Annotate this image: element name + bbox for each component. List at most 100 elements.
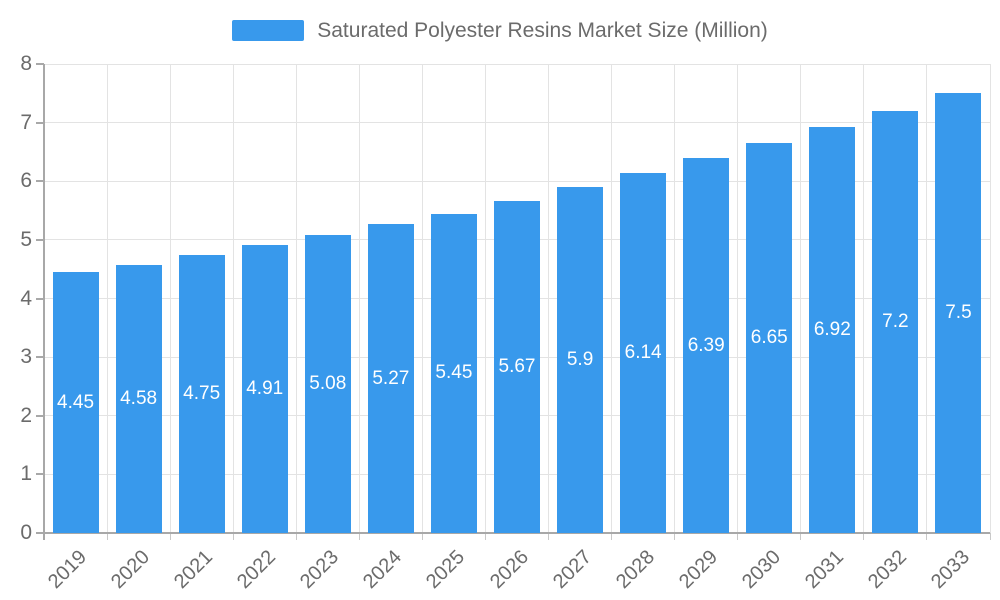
bar-value-label: 6.14	[624, 342, 662, 364]
legend-swatch-icon	[232, 20, 305, 42]
x-axis-tick	[106, 533, 108, 540]
bar-value-label: 4.75	[183, 382, 221, 404]
x-gridline	[358, 64, 360, 533]
bar-2032[interactable]	[872, 110, 919, 533]
x-axis-tick	[989, 533, 991, 540]
y-axis-label: 7	[20, 110, 32, 134]
x-gridline	[484, 64, 486, 533]
x-axis-tick	[358, 533, 360, 540]
y-gridline	[44, 63, 990, 65]
x-gridline	[232, 64, 234, 533]
x-axis-tick	[548, 533, 550, 540]
x-axis-tick	[421, 533, 423, 540]
x-axis-tick	[43, 533, 45, 540]
bar-value-label: 4.91	[246, 378, 284, 400]
x-axis-label: 2021	[170, 546, 218, 594]
x-gridline	[548, 64, 550, 533]
bar-2030[interactable]	[746, 143, 793, 533]
y-axis-tick	[36, 297, 44, 300]
x-gridline	[926, 64, 928, 533]
y-axis-label: 8	[20, 52, 32, 75]
x-axis-label: 2027	[548, 546, 596, 594]
x-axis-label: 2033	[926, 546, 975, 594]
y-axis-tick	[36, 63, 44, 65]
y-axis-tick	[36, 121, 44, 124]
x-axis-tick	[737, 533, 739, 540]
bar-value-label: 5.27	[372, 367, 410, 389]
x-axis-tick	[295, 533, 297, 540]
y-axis-label: 0	[20, 521, 32, 544]
bar-value-label: 6.39	[687, 334, 725, 356]
x-axis-label: 2031	[800, 546, 848, 594]
legend-label: Saturated Polyester Resins Market Size (…	[317, 19, 768, 42]
bar-2019[interactable]	[52, 272, 99, 533]
y-axis-line	[43, 64, 45, 540]
x-axis-label: 2019	[44, 546, 92, 594]
x-axis-label: 2024	[359, 546, 407, 594]
y-axis-label: 3	[20, 345, 32, 369]
x-gridline	[611, 64, 613, 533]
bar-2027[interactable]	[557, 187, 604, 533]
plot-area: 0 1 2 3 4 5 6 7 8 4.45 2019 4.58 2020 4.75 2021 4.91 202…	[20, 52, 991, 593]
bar-2026[interactable]	[494, 200, 540, 533]
x-axis-tick	[169, 533, 171, 540]
bar-value-label: 6.65	[750, 327, 788, 349]
x-axis-label: 2025	[422, 546, 470, 594]
x-gridline	[169, 64, 171, 533]
y-gridline	[44, 122, 990, 124]
x-axis-label: 2026	[485, 546, 533, 594]
bar-2024[interactable]	[367, 224, 414, 533]
y-axis-tick	[36, 180, 44, 183]
y-axis-tick	[36, 238, 44, 241]
x-axis-label: 2029	[674, 546, 722, 594]
bar-value-label: 5.9	[566, 349, 594, 371]
bar-value-label: 7.2	[882, 310, 909, 332]
x-gridline	[989, 64, 991, 533]
x-axis-tick	[926, 533, 928, 540]
x-gridline	[295, 64, 297, 533]
y-axis-label: 1	[20, 462, 32, 486]
x-axis-label: 2030	[737, 546, 785, 594]
x-axis-tick	[800, 533, 802, 540]
bar-2031[interactable]	[809, 127, 856, 533]
x-gridline	[800, 64, 802, 533]
bar-2029[interactable]	[683, 158, 730, 533]
x-axis-tick	[674, 533, 676, 540]
x-axis-tick	[611, 533, 613, 540]
x-axis-label: 2023	[296, 546, 344, 594]
x-axis-label: 2020	[107, 546, 155, 594]
x-axis-tick	[232, 533, 234, 540]
bar-value-label: 4.45	[57, 391, 95, 413]
bar-2021[interactable]	[178, 254, 225, 533]
bar-2020[interactable]	[115, 264, 162, 533]
bar-2022[interactable]	[241, 245, 288, 533]
bar-value-label: 4.58	[120, 387, 158, 409]
x-axis-label: 2022	[233, 546, 281, 594]
x-gridline	[674, 64, 676, 533]
bar-2033[interactable]	[935, 93, 982, 533]
bar-2023[interactable]	[304, 235, 351, 533]
x-gridline	[421, 64, 423, 533]
y-axis-label: 2	[20, 403, 32, 427]
y-axis-tick	[36, 356, 44, 359]
x-axis-tick	[863, 533, 865, 540]
x-gridline	[863, 64, 865, 533]
bar-value-label: 7.5	[945, 302, 972, 324]
bar-value-label: 5.67	[498, 355, 536, 377]
x-axis-label: 2032	[863, 546, 911, 594]
x-gridline	[737, 64, 739, 533]
x-axis-label: 2028	[611, 546, 659, 594]
y-axis-tick	[36, 414, 44, 417]
bar-value-label: 6.92	[813, 319, 851, 341]
legend-item[interactable]: Saturated Polyester Resins Market Size (…	[0, 18, 1000, 43]
bar-2025[interactable]	[430, 213, 477, 533]
bar-2028[interactable]	[620, 173, 667, 533]
y-axis-label: 4	[20, 286, 32, 310]
bar-value-label: 5.45	[435, 362, 473, 384]
y-axis-tick	[36, 473, 44, 476]
y-axis-label: 5	[20, 227, 32, 251]
x-gridline	[106, 64, 108, 533]
y-axis-label: 6	[20, 169, 32, 193]
bar-value-label: 5.08	[309, 373, 347, 395]
